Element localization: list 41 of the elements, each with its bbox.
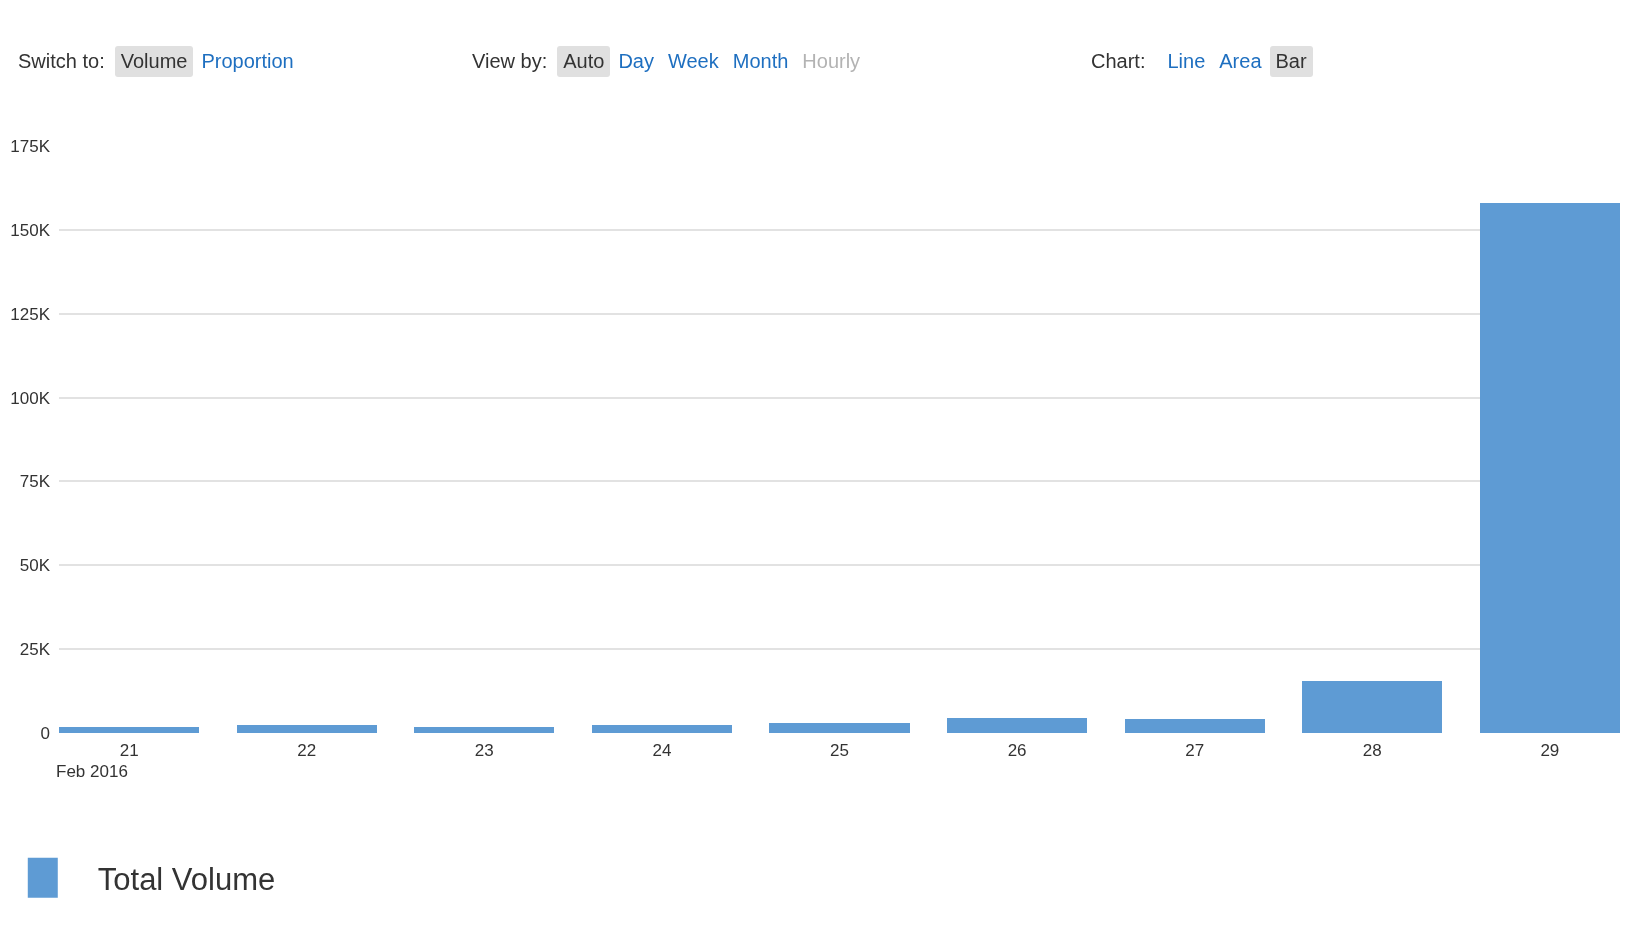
x-tick-label: 24 xyxy=(652,741,672,760)
y-tick-label: 125K xyxy=(10,304,51,324)
x-tick-label: 23 xyxy=(474,741,494,760)
text: Switch to: xyxy=(18,49,105,73)
text: Line xyxy=(1166,48,1207,74)
text: View by: xyxy=(472,49,548,73)
x-tick-label: 26 xyxy=(1007,741,1027,760)
y-tick-label: 175K xyxy=(10,136,51,156)
text: Month xyxy=(731,48,790,74)
x-tick-label: 28 xyxy=(1362,741,1382,760)
y-tick-label: 75K xyxy=(19,472,51,492)
x-tick-label: 29 xyxy=(1540,741,1560,760)
bar xyxy=(1480,203,1620,733)
x-tick-label: 25 xyxy=(830,741,849,760)
y-tick-label: 50K xyxy=(19,556,51,576)
y-tick-label: 100K xyxy=(10,388,51,408)
bar xyxy=(59,727,199,733)
x-axis-title: Feb 2016 xyxy=(56,762,128,781)
text: Proportion xyxy=(200,48,295,74)
bar xyxy=(592,725,732,733)
text: Area xyxy=(1218,48,1263,74)
text: Hourly xyxy=(801,48,862,74)
bar xyxy=(237,725,377,733)
x-tick-label: 22 xyxy=(297,741,317,760)
text: Bar xyxy=(1269,45,1313,77)
bar xyxy=(1125,719,1265,733)
text: Volume xyxy=(114,45,194,77)
bar xyxy=(1302,681,1442,733)
y-tick-label: 25K xyxy=(19,640,51,660)
x-tick-label: 21 xyxy=(119,741,139,760)
y-tick-label: 0 xyxy=(40,723,50,743)
text: Chart: xyxy=(1091,49,1146,73)
legend-label: Total Volume xyxy=(97,861,276,897)
x-tick-label: 27 xyxy=(1185,741,1205,760)
bar xyxy=(769,723,910,733)
bar xyxy=(947,718,1087,733)
bar xyxy=(414,727,554,733)
y-tick-label: 150K xyxy=(10,220,51,240)
text: Day xyxy=(617,48,655,74)
text: Auto xyxy=(557,45,611,77)
text: Week xyxy=(666,48,720,74)
